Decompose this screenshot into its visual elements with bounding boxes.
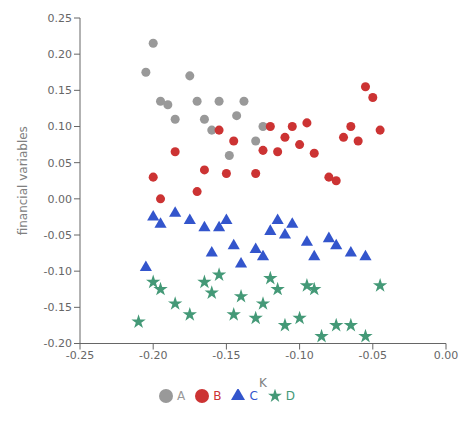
svg-text:financial variables: financial variables xyxy=(16,126,30,235)
svg-text:0.25: 0.25 xyxy=(48,12,73,25)
svg-text:-0.15: -0.15 xyxy=(212,349,240,362)
svg-text:0.15: 0.15 xyxy=(48,84,73,97)
svg-text:-0.20: -0.20 xyxy=(44,337,72,350)
svg-text:-0.05: -0.05 xyxy=(44,229,72,242)
svg-text:-0.10: -0.10 xyxy=(285,349,313,362)
svg-text:-0.05: -0.05 xyxy=(359,349,387,362)
svg-text:0.10: 0.10 xyxy=(48,120,73,133)
html-text:B: B xyxy=(213,388,222,403)
svg-text:-0.25: -0.25 xyxy=(66,349,94,362)
html-text:A: A xyxy=(177,388,186,403)
html-text:D: D xyxy=(285,388,295,403)
svg-text:0.00: 0.00 xyxy=(48,193,73,206)
svg-text:K: K xyxy=(259,376,268,390)
svg-text:0.05: 0.05 xyxy=(48,157,73,170)
html-text:C: C xyxy=(249,388,258,403)
svg-text:-0.20: -0.20 xyxy=(139,349,167,362)
svg-text:-0.15: -0.15 xyxy=(44,301,72,314)
svg-text:-0.10: -0.10 xyxy=(44,265,72,278)
svg-text:0.20: 0.20 xyxy=(48,48,73,61)
svg-text:0.00: 0.00 xyxy=(434,349,459,362)
